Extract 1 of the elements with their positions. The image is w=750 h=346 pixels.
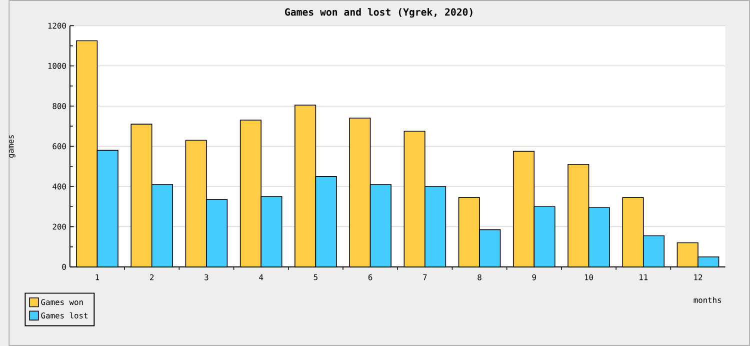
chart-title: Games won and lost (Ygrek, 2020)	[285, 8, 472, 18]
